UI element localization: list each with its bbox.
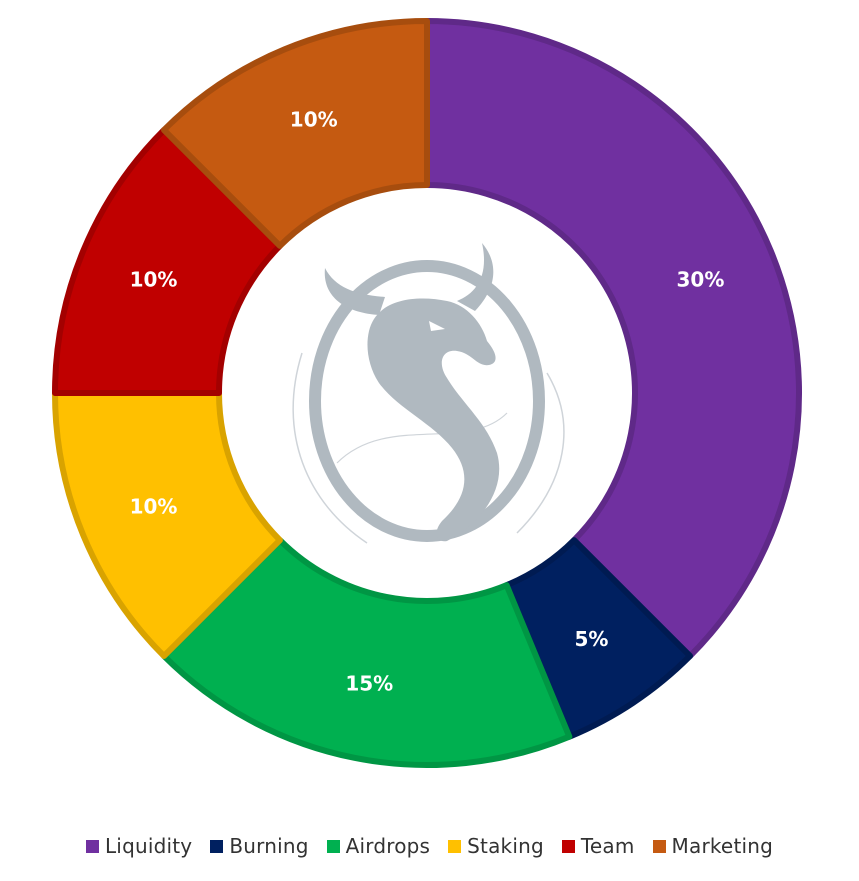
donut-svg: 30% 5% 15% 10% 10% 10%	[52, 18, 802, 768]
legend-label: Liquidity	[104, 834, 193, 858]
legend-item-liquidity: Liquidity	[85, 834, 193, 858]
slice-label-team: 10%	[130, 268, 178, 292]
legend-swatch	[210, 839, 224, 853]
legend-item-team: Team	[561, 834, 635, 858]
legend-item-marketing: Marketing	[652, 834, 774, 858]
legend-label: Staking	[467, 834, 544, 858]
slice-airdrops	[160, 537, 573, 768]
slice-liquidity	[424, 18, 802, 660]
slice-label-airdrops: 15%	[345, 671, 393, 695]
slice-team	[52, 126, 283, 396]
legend: Liquidity Burning Airdrops Staking Team Marke…	[0, 826, 859, 866]
slice-label-burning: 5%	[574, 627, 608, 651]
legend-swatch	[652, 839, 666, 853]
slices-group	[52, 18, 802, 768]
legend-label: Burning	[229, 834, 309, 858]
legend-swatch	[561, 839, 575, 853]
slice-marketing	[160, 18, 430, 249]
donut-chart: 30% 5% 15% 10% 10% 10%	[52, 18, 802, 768]
legend-label: Marketing	[671, 834, 774, 858]
legend-swatch	[326, 839, 340, 853]
legend-label: Airdrops	[345, 834, 431, 858]
slice-staking	[52, 390, 283, 660]
legend-swatch	[85, 839, 99, 853]
slice-label-staking: 10%	[130, 494, 178, 518]
legend-item-staking: Staking	[448, 834, 544, 858]
legend-item-burning: Burning	[210, 834, 308, 858]
slice-label-marketing: 10%	[290, 108, 338, 132]
bull-emblem-icon	[292, 243, 565, 544]
legend-swatch	[448, 839, 462, 853]
slice-label-liquidity: 30%	[677, 268, 725, 292]
legend-item-airdrops: Airdrops	[326, 834, 431, 858]
labels-group: 30% 5% 15% 10% 10% 10%	[130, 108, 725, 696]
legend-label: Team	[580, 834, 635, 858]
